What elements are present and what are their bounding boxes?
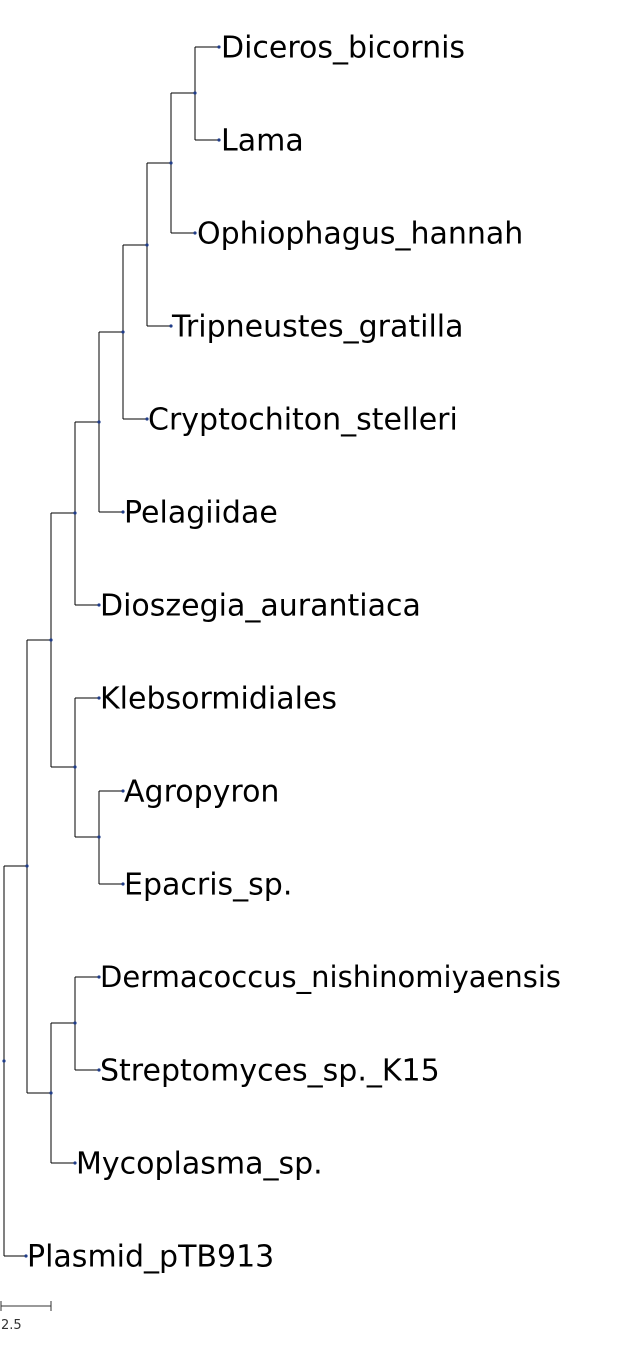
leaf-label-epacris-sp: Epacris_sp. <box>124 868 292 903</box>
leaf-node <box>121 882 125 886</box>
internal-node <box>193 91 197 95</box>
tree-nodes <box>2 45 221 1258</box>
leaf-node <box>169 324 173 328</box>
leaf-node <box>24 1254 28 1258</box>
internal-node <box>73 1021 77 1025</box>
internal-node <box>73 511 77 515</box>
scale-bar-label: 2.5 <box>1 1318 22 1333</box>
leaf-label-pelagiidae: Pelagiidae <box>124 496 278 531</box>
internal-node <box>97 420 101 424</box>
internal-node <box>169 161 173 165</box>
leaf-node <box>217 45 221 49</box>
leaf-label-agropyron: Agropyron <box>124 775 279 810</box>
leaf-node <box>121 789 125 793</box>
leaf-label-dioszegia-aurantiaca: Dioszegia_aurantiaca <box>100 589 421 624</box>
internal-node <box>49 638 53 642</box>
internal-node <box>49 1091 53 1095</box>
leaf-label-lama: Lama <box>221 124 304 159</box>
leaf-node <box>97 696 101 700</box>
leaf-node <box>217 138 221 142</box>
leaf-node <box>97 603 101 607</box>
leaf-label-plasmid-ptb913: Plasmid_pTB913 <box>27 1240 274 1275</box>
internal-node <box>121 330 125 334</box>
leaf-node <box>145 417 149 421</box>
internal-node <box>145 243 149 247</box>
leaf-label-ophiophagus-hannah: Ophiophagus_hannah <box>197 217 523 252</box>
internal-node <box>2 1059 6 1063</box>
leaf-label-dermacoccus-nishinomiyaensis: Dermacoccus_nishinomiyaensis <box>100 960 561 994</box>
internal-node <box>97 835 101 839</box>
leaf-node <box>193 231 197 235</box>
internal-node <box>73 765 77 769</box>
internal-node <box>25 864 29 868</box>
leaf-node <box>97 975 101 979</box>
leaf-label-mycoplasma-sp: Mycoplasma_sp. <box>76 1147 323 1182</box>
leaf-label-streptomyces-sp-k15: Streptomyces_sp._K15 <box>100 1054 440 1089</box>
leaf-label-klebsormidiales: Klebsormidiales <box>100 682 337 717</box>
leaf-node <box>121 510 125 514</box>
leaf-node <box>97 1068 101 1072</box>
leaf-node <box>73 1161 77 1165</box>
leaf-label-diceros-bicornis: Diceros_bicornis <box>221 31 465 66</box>
leaf-label-tripneustes-gratilla: Tripneustes_gratilla <box>171 310 464 345</box>
leaf-label-cryptochiton-stelleri: Cryptochiton_stelleri <box>148 403 458 438</box>
scale-bar: 2.5 <box>0 1301 52 1333</box>
